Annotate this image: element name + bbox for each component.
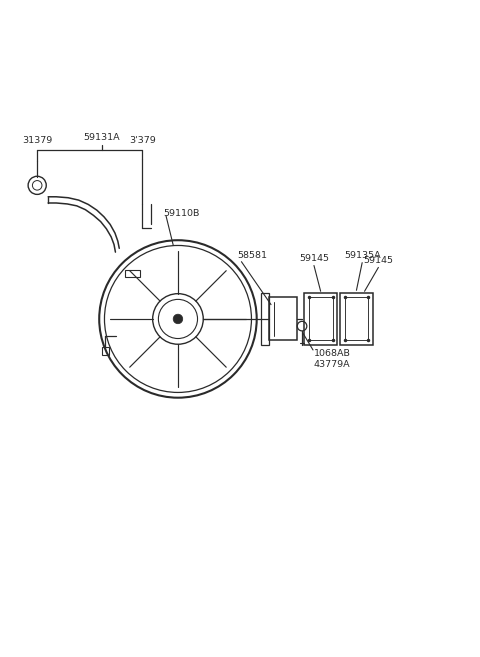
Text: 43779A: 43779A bbox=[314, 360, 350, 369]
Text: 31379: 31379 bbox=[22, 137, 52, 145]
Circle shape bbox=[173, 314, 183, 324]
Text: 59131A: 59131A bbox=[84, 133, 120, 142]
Text: 59135A: 59135A bbox=[344, 252, 381, 260]
Bar bbox=[269, 298, 297, 340]
Text: 59145: 59145 bbox=[299, 254, 329, 263]
Text: 58581: 58581 bbox=[238, 250, 268, 260]
Bar bbox=[262, 293, 269, 345]
Text: 3'379: 3'379 bbox=[129, 137, 156, 145]
Bar bbox=[309, 298, 333, 340]
Bar bbox=[345, 298, 368, 340]
Text: 59110B: 59110B bbox=[164, 210, 200, 219]
Bar bbox=[102, 347, 108, 355]
Text: 1068AB: 1068AB bbox=[314, 350, 351, 358]
Bar bbox=[304, 293, 337, 345]
Text: 59145: 59145 bbox=[363, 256, 394, 265]
Bar bbox=[340, 293, 372, 345]
Bar bbox=[125, 269, 140, 277]
